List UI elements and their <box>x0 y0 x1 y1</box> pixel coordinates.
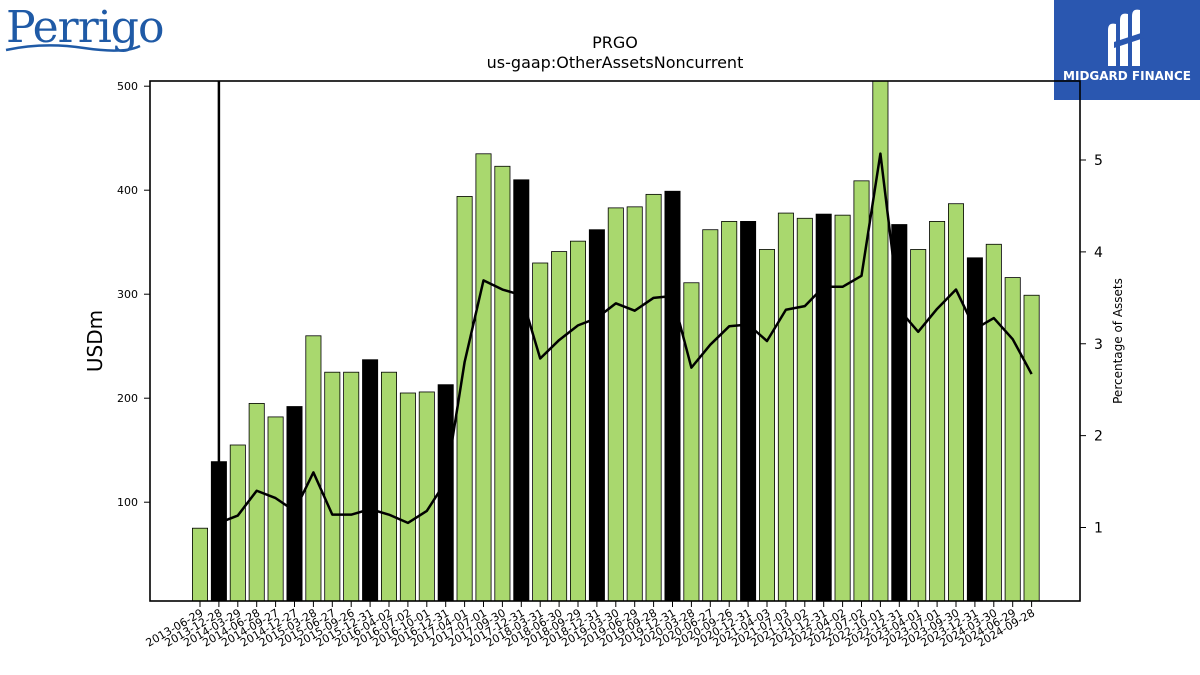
midgard-finance-text: MIDGARD FINANCE <box>1063 69 1191 83</box>
y-axis-right: 1 2 3 4 5 <box>1080 153 1103 537</box>
bar-2019-12-31 <box>664 190 681 602</box>
bar-2021-04-03 <box>759 249 776 602</box>
bar-2024-09-28 <box>1023 294 1040 602</box>
bar-2021-07-03 <box>777 212 794 602</box>
y-axis-left: 100 200 300 400 500 <box>117 80 150 509</box>
bar-2020-12-31 <box>740 220 757 602</box>
bar-2013-06-29 <box>191 527 208 602</box>
bar-2018-09-29 <box>570 240 587 602</box>
midgard-finance-logo: MIDGARD FINANCE <box>1054 0 1200 100</box>
bar-2017-09-30 <box>494 165 511 602</box>
bar-2014-12-27 <box>286 406 303 602</box>
y2-tick-label: 2 <box>1094 429 1103 445</box>
perrigo-logo-text: Perrigo <box>6 2 164 53</box>
y2-axis-label: Percentage of Assets <box>1111 278 1125 404</box>
perrigo-logo: Perrigo <box>4 2 164 58</box>
bar-2021-10-02 <box>796 217 813 602</box>
bar-2021-12-31 <box>815 213 832 602</box>
bar-2018-03-31 <box>532 262 549 602</box>
bar-2014-09-27 <box>267 416 284 602</box>
bar-2017-07-01 <box>475 153 492 602</box>
y2-tick-label: 5 <box>1094 153 1103 169</box>
bar-2014-03-29 <box>229 444 246 602</box>
bar-2015-03-28 <box>305 335 322 602</box>
bar-2023-09-30 <box>948 203 965 602</box>
bar-2016-07-02 <box>399 392 416 602</box>
y-tick-label: 400 <box>117 184 138 197</box>
percentage-line <box>218 152 1033 525</box>
y2-tick-label: 1 <box>1094 521 1103 537</box>
chart-title: PRGO <box>592 33 638 52</box>
bar-2016-12-31 <box>437 384 454 602</box>
bar-2018-06-30 <box>551 251 568 602</box>
bar-2024-06-29 <box>1004 277 1021 602</box>
y2-tick-label: 3 <box>1094 337 1103 353</box>
bar-2020-06-27 <box>702 229 719 602</box>
bar-2022-12-31 <box>891 224 908 602</box>
bar-2019-06-29 <box>626 206 643 602</box>
y-tick-label: 200 <box>117 392 138 405</box>
bar-2020-03-28 <box>683 282 700 602</box>
bar-2017-12-31 <box>513 179 530 602</box>
bar-2015-06-27 <box>324 371 341 602</box>
midgard-m-icon <box>1108 9 1144 67</box>
y-tick-label: 500 <box>117 80 138 93</box>
bar-2020-09-26 <box>721 220 738 602</box>
y2-tick-label: 4 <box>1094 245 1103 261</box>
bar-2018-12-31 <box>588 229 605 602</box>
bar-2023-07-01 <box>929 220 946 602</box>
y-tick-label: 100 <box>117 496 138 509</box>
x-axis: 2013-06-292013-12-282014-03-292014-06-28… <box>144 601 1037 650</box>
bar-2014-06-28 <box>248 402 265 602</box>
bar-2016-10-01 <box>418 391 435 602</box>
bar-2023-04-01 <box>910 249 927 602</box>
perrigo-swoosh-icon <box>5 44 141 52</box>
line-layer <box>218 152 1033 525</box>
bars-layer <box>191 80 1040 602</box>
bar-2019-03-30 <box>607 207 624 602</box>
y-tick-label: 300 <box>117 288 138 301</box>
bar-2015-09-26 <box>343 371 360 602</box>
chart-subtitle: us-gaap:OtherAssetsNoncurrent <box>487 53 744 72</box>
plot-frame <box>149 80 1081 602</box>
bar-2022-04-02 <box>834 214 851 602</box>
bar-2023-12-31 <box>966 257 983 602</box>
bar-2019-09-28 <box>645 193 662 602</box>
bar-2015-12-31 <box>362 359 379 602</box>
y-axis-label: USDm <box>83 310 107 372</box>
bar-2016-04-02 <box>380 371 397 602</box>
bar-2024-03-30 <box>985 243 1002 602</box>
